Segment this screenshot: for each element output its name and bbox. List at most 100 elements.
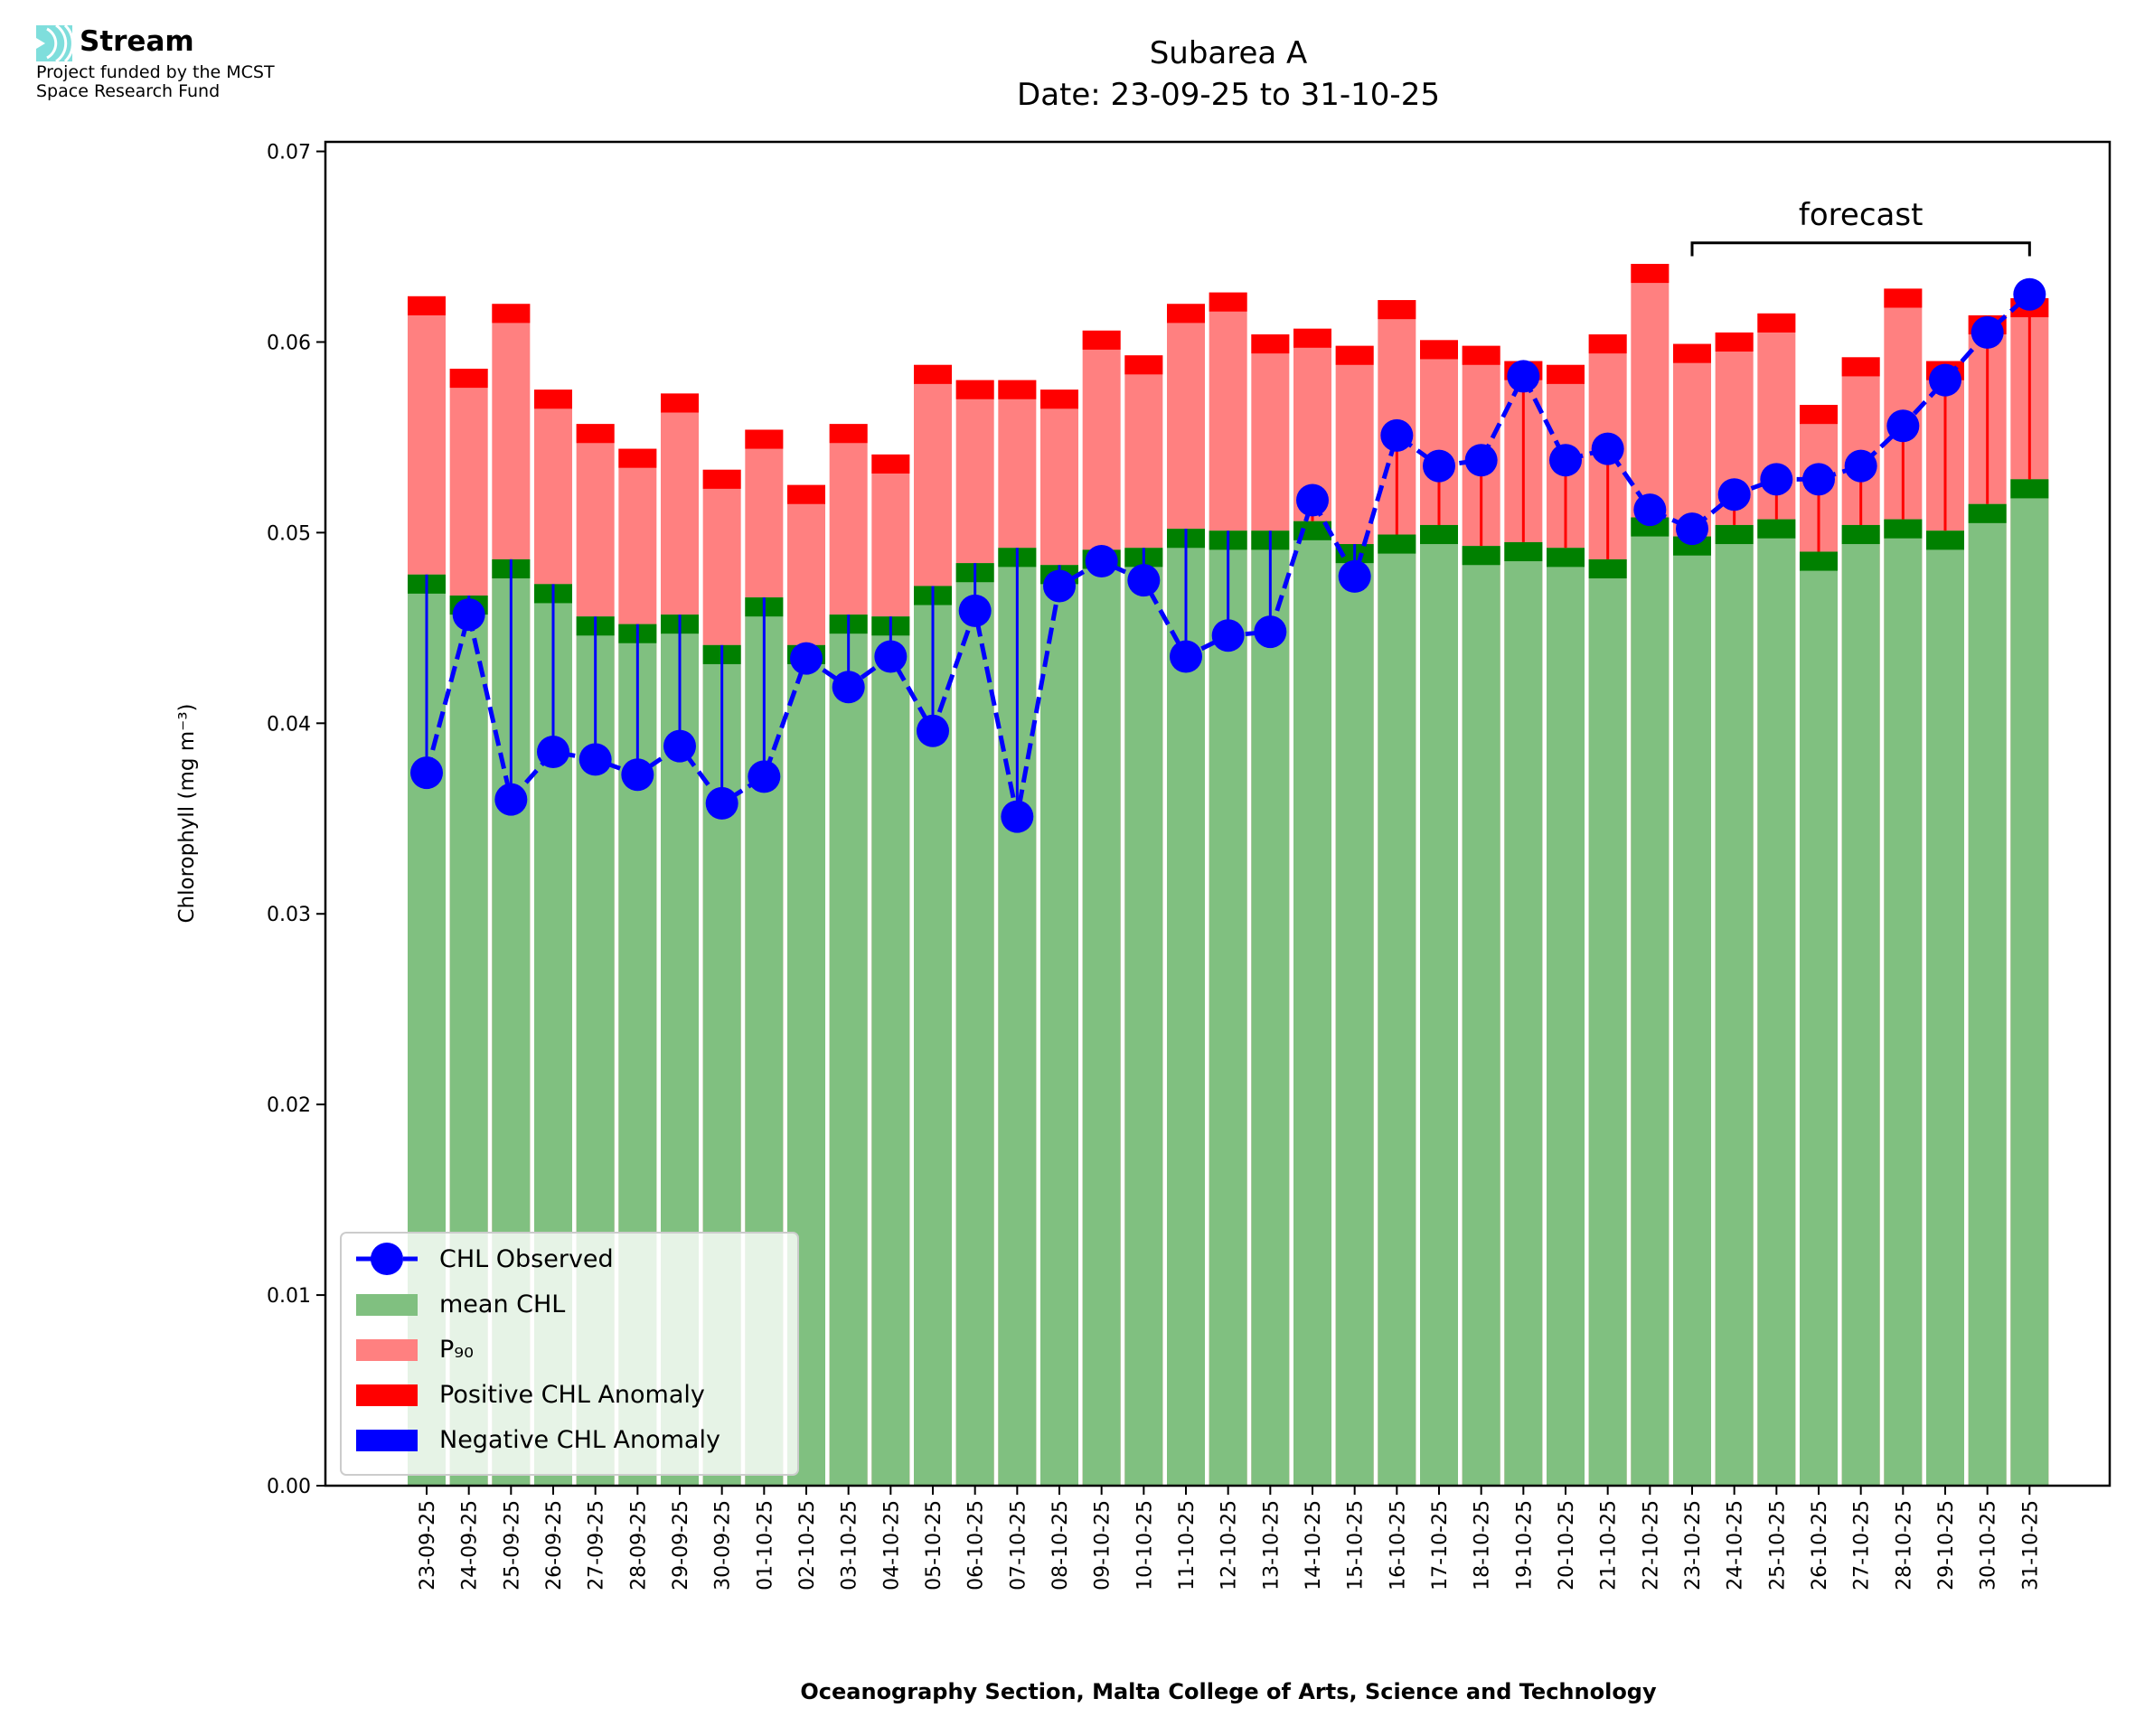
observed-point bbox=[748, 760, 781, 793]
mean-bar bbox=[1082, 549, 1121, 1486]
p90-band bbox=[1673, 343, 1711, 363]
observed-point bbox=[1717, 478, 1751, 511]
p90-band bbox=[702, 469, 741, 489]
mean-bar bbox=[1800, 551, 1838, 1486]
x-tick-label: 10-10-25 bbox=[1133, 1500, 1156, 1591]
legend-label: Negative CHL Anomaly bbox=[439, 1426, 720, 1454]
y-tick-label: 0.00 bbox=[267, 1476, 311, 1498]
mean-band bbox=[1968, 503, 2007, 523]
x-tick-label: 25-09-25 bbox=[501, 1500, 523, 1591]
x-tick-label: 18-10-25 bbox=[1472, 1500, 1494, 1591]
p90-band bbox=[1715, 332, 1754, 352]
observed-point bbox=[917, 714, 949, 747]
x-tick-label: 28-10-25 bbox=[1893, 1500, 1915, 1591]
p90-band bbox=[1547, 364, 1585, 384]
x-tick-label: 11-10-25 bbox=[1176, 1500, 1199, 1591]
funding-text: Project funded by the MCST Space Researc… bbox=[36, 63, 275, 101]
x-tick-label: 01-10-25 bbox=[754, 1500, 776, 1591]
mean-band bbox=[1757, 519, 1796, 539]
observed-point bbox=[494, 783, 528, 816]
legend-swatch bbox=[356, 1339, 418, 1361]
y-tick-label: 0.01 bbox=[267, 1285, 311, 1308]
observed-point bbox=[1254, 615, 1287, 649]
x-tick-label: 03-10-25 bbox=[839, 1500, 861, 1591]
x-tick-label: 09-10-25 bbox=[1092, 1500, 1115, 1591]
p90-band bbox=[1420, 340, 1458, 360]
mean-bar bbox=[829, 615, 868, 1486]
mean-band bbox=[1926, 530, 1964, 550]
observed-point bbox=[790, 642, 823, 675]
x-tick-label: 23-09-25 bbox=[417, 1500, 439, 1591]
p90-band bbox=[1293, 328, 1331, 348]
p90-band bbox=[1040, 389, 1078, 409]
mean-band bbox=[1715, 524, 1754, 545]
observed-point bbox=[1043, 569, 1076, 603]
mean-bar bbox=[1841, 524, 1880, 1487]
p90-band bbox=[1588, 334, 1627, 354]
anomaly-lines-layer bbox=[425, 294, 2031, 817]
legend-swatch bbox=[356, 1384, 418, 1406]
mean-band bbox=[1504, 541, 1543, 562]
legend-label: P₉₀ bbox=[439, 1336, 474, 1364]
observed-point bbox=[1507, 360, 1540, 393]
observed-point bbox=[1380, 418, 1414, 452]
x-tick-label: 29-10-25 bbox=[1935, 1500, 1958, 1591]
mean-band bbox=[1800, 551, 1838, 571]
x-tick-label: 05-10-25 bbox=[923, 1500, 945, 1591]
x-tick-label: 12-10-25 bbox=[1218, 1500, 1241, 1591]
p90-band bbox=[1082, 330, 1121, 350]
x-tick-label: 15-10-25 bbox=[1345, 1500, 1368, 1591]
observed-point bbox=[1211, 619, 1245, 652]
legend-label: Positive CHL Anomaly bbox=[439, 1381, 705, 1409]
mean-bar bbox=[1462, 546, 1500, 1487]
y-tick-label: 0.07 bbox=[267, 142, 311, 164]
observed-point bbox=[1676, 512, 1708, 546]
legend-label: mean CHL bbox=[439, 1290, 565, 1318]
y-tick-label: 0.02 bbox=[267, 1094, 311, 1117]
observed-point bbox=[1971, 315, 2004, 349]
mean-bar bbox=[1251, 530, 1290, 1487]
observed-point bbox=[874, 640, 908, 673]
x-tick-label: 25-10-25 bbox=[1766, 1500, 1789, 1591]
axes-layer: 23-09-25 24-09-25 25-09-25 26-09-25 27-09-25… bbox=[267, 140, 2112, 1591]
p90-band bbox=[534, 389, 572, 409]
p90-band bbox=[408, 296, 446, 315]
y-tick-label: 0.03 bbox=[267, 904, 311, 926]
mean-bar bbox=[1040, 565, 1078, 1486]
observed-point bbox=[1170, 640, 1202, 673]
legend-box bbox=[340, 1232, 799, 1476]
legend: CHL Observed mean CHL P₉₀ Positive CHL Anom… bbox=[340, 1232, 799, 1476]
x-tick-label: 24-10-25 bbox=[1725, 1500, 1747, 1591]
x-tick-label: 23-10-25 bbox=[1682, 1500, 1705, 1591]
mean-bar bbox=[1968, 503, 2007, 1487]
mean-bar bbox=[1209, 530, 1247, 1487]
observed-point bbox=[1549, 444, 1582, 477]
p90-band bbox=[1631, 263, 1670, 284]
observed-point bbox=[1001, 800, 1034, 833]
mean-bar bbox=[1335, 544, 1374, 1486]
x-tick-label: 14-10-25 bbox=[1303, 1500, 1325, 1591]
mean-bar bbox=[1420, 524, 1458, 1487]
observed-point bbox=[1591, 432, 1624, 465]
x-tick-label: 24-09-25 bbox=[459, 1500, 482, 1591]
y-axis-label: Chlorophyll (mg m⁻³) bbox=[175, 703, 199, 923]
funding-line-2: Space Research Fund bbox=[36, 81, 221, 101]
mean-band bbox=[2010, 479, 2049, 499]
observed-point bbox=[1760, 463, 1793, 496]
p90-band bbox=[914, 364, 952, 384]
forecast-bracket bbox=[1690, 241, 2031, 257]
p90-band bbox=[998, 380, 1037, 399]
x-tick-label: 08-10-25 bbox=[1049, 1500, 1072, 1591]
mean-bar bbox=[1293, 521, 1331, 1486]
mean-bar bbox=[1588, 558, 1627, 1486]
chart-subtitle: Date: 23-09-25 to 31-10-25 bbox=[1017, 77, 1440, 113]
y-tick-label: 0.06 bbox=[267, 332, 311, 354]
observed-point bbox=[621, 758, 654, 792]
x-tick-label: 29-09-25 bbox=[670, 1500, 692, 1591]
p90-band bbox=[1209, 292, 1247, 312]
observed-point bbox=[537, 735, 569, 768]
p90-band bbox=[1841, 357, 1880, 377]
funding-line-1: Project funded by the MCST bbox=[36, 62, 275, 82]
observed-point bbox=[705, 786, 738, 820]
